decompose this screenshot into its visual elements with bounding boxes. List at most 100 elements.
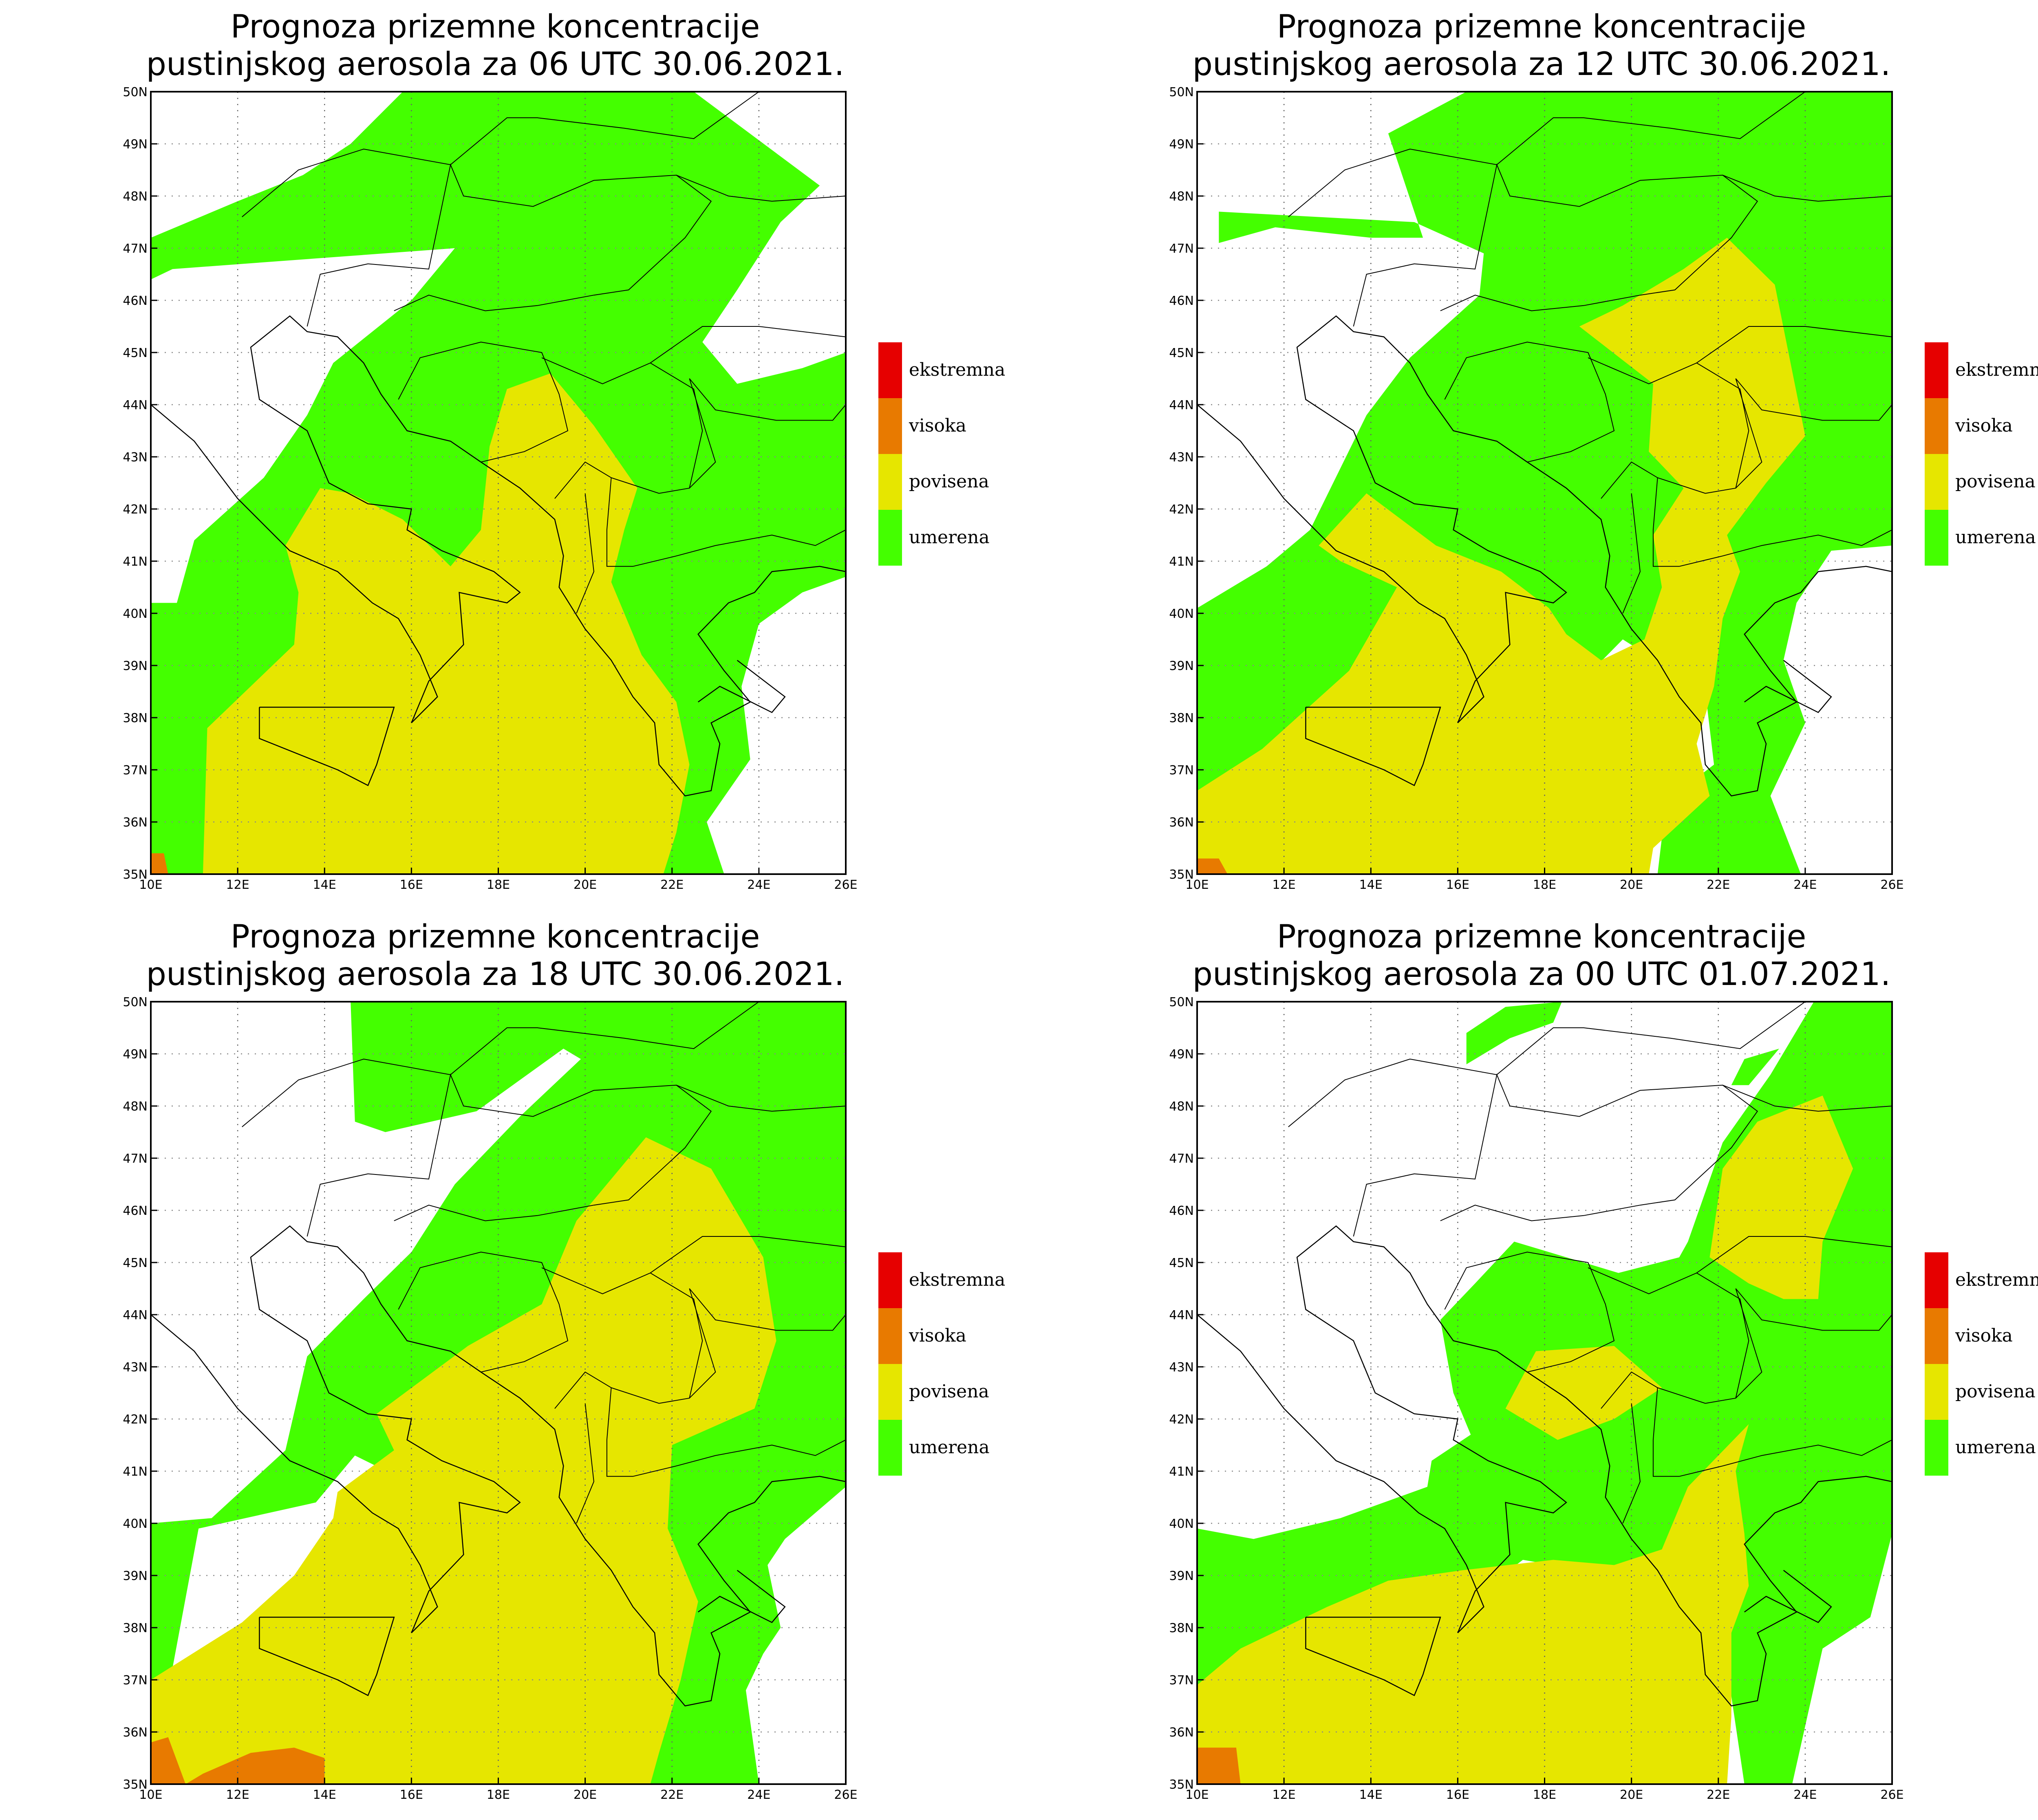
legend-item-umerena: umerena: [878, 1420, 1041, 1476]
country-border: [1588, 357, 1749, 499]
lat-tick-label: 41N: [1169, 1465, 1194, 1479]
legend: ekstremna visoka povisena umerena: [1925, 1252, 2038, 1481]
country-border: [576, 493, 594, 614]
legend-item-ekstremna: ekstremna: [1925, 1252, 2038, 1308]
coastline: [697, 660, 786, 713]
legend-swatch: [878, 1364, 902, 1420]
lon-tick-label: 24E: [747, 878, 770, 892]
lat-tick-label: 48N: [123, 189, 148, 204]
concentration-region: [1731, 1049, 1779, 1085]
country-border: [1735, 378, 1892, 489]
lon-tick-label: 26E: [1880, 1788, 1903, 1802]
lon-tick-label: 14E: [1359, 1788, 1383, 1802]
lat-tick-label: 36N: [1169, 815, 1194, 830]
title-line-2: pustinjskog aerosola za 06 UTC 30.06.202…: [146, 46, 845, 83]
legend-swatch: [1925, 454, 1948, 510]
lat-tick-label: 40N: [123, 1517, 148, 1531]
coastline: [1197, 1225, 1892, 1707]
country-border: [1622, 493, 1641, 614]
panel-title: Prognoza prizemne koncentracije pustinjs…: [1189, 918, 1894, 993]
legend: ekstremna visoka povisena umerena: [1925, 342, 2038, 571]
lon-tick-label: 18E: [487, 1788, 510, 1802]
legend-label: ekstremna: [1955, 1269, 2038, 1290]
lon-tick-label: 14E: [313, 878, 336, 892]
forecast-panel-06utc: Prognoza prizemne koncentracije pustinjs…: [0, 0, 1046, 910]
lon-tick-label: 22E: [1707, 1788, 1730, 1802]
lon-tick-label: 10E: [139, 1788, 162, 1802]
lat-tick-label: 35N: [123, 1778, 148, 1792]
lon-tick-label: 14E: [1359, 878, 1383, 892]
legend-item-povisena: povisena: [878, 1364, 1041, 1420]
lon-tick-label: 10E: [139, 878, 162, 892]
legend-label: umerena: [909, 527, 990, 548]
lat-tick-label: 47N: [1169, 242, 1194, 256]
legend-item-visoka: visoka: [1925, 1308, 2038, 1364]
concentration-region: [151, 1137, 776, 1784]
country-border: [307, 163, 712, 327]
legend-swatch: [1925, 1364, 1948, 1420]
country-border: [1440, 1205, 1641, 1221]
legend-label: visoka: [909, 415, 966, 436]
lat-tick-label: 45N: [1169, 1256, 1194, 1270]
lat-tick-label: 43N: [123, 450, 148, 465]
aerosol-map: 35N 36N 37N 38N 39N 40N 41N 42N 43N 44N 45N 46N 47N 4…: [1169, 85, 1903, 892]
country-border: [1588, 1267, 1749, 1409]
concentration-region: [151, 853, 168, 874]
legend-swatch: [1925, 1252, 1948, 1308]
lat-tick-label: 49N: [123, 137, 148, 152]
legend-item-povisena: povisena: [1925, 454, 2038, 510]
lon-tick-label: 22E: [1707, 878, 1730, 892]
lat-tick-label: 49N: [1169, 1047, 1194, 1062]
lat-tick-label: 42N: [123, 502, 148, 517]
country-border: [541, 1267, 703, 1409]
concentration-region: [203, 373, 690, 874]
legend-label: visoka: [909, 1325, 966, 1346]
concentration-region: [1466, 1002, 1562, 1064]
lat-tick-label: 44N: [123, 398, 148, 412]
lat-tick-label: 38N: [1169, 1621, 1194, 1635]
title-line-1: Prognoza prizemne koncentracije: [1277, 9, 1806, 45]
country-border: [1723, 1084, 1892, 1112]
lon-tick-label: 10E: [1185, 1788, 1209, 1802]
concentration-region: [1197, 1424, 1749, 1784]
coastline: [1744, 1570, 1832, 1623]
title-line-2: pustinjskog aerosola za 00 UTC 01.07.202…: [1192, 956, 1891, 993]
lat-tick-label: 49N: [123, 1047, 148, 1062]
lat-tick-label: 43N: [123, 1360, 148, 1375]
legend-label: umerena: [1955, 527, 2036, 548]
legend-item-povisena: povisena: [878, 454, 1041, 510]
lat-tick-label: 36N: [1169, 1725, 1194, 1740]
lon-tick-label: 20E: [1620, 1788, 1643, 1802]
lon-tick-label: 10E: [1185, 878, 1209, 892]
country-border: [242, 1002, 759, 1127]
lat-tick-label: 46N: [1169, 1204, 1194, 1218]
country-border: [689, 378, 846, 489]
legend-label: povisena: [909, 471, 989, 492]
coastline: [1305, 1617, 1441, 1697]
country-border: [307, 1073, 712, 1237]
lat-tick-label: 47N: [123, 242, 148, 256]
country-border: [398, 342, 569, 463]
country-border: [650, 326, 846, 364]
aerosol-map: 35N 36N 37N 38N 39N 40N 41N 42N 43N 44N 45N 46N 47N 4…: [123, 85, 857, 892]
panel-title: Prognoza prizemne koncentracije pustinjs…: [1189, 8, 1894, 83]
country-border: [398, 1252, 569, 1373]
panel-title: Prognoza prizemne koncentracije pustinjs…: [143, 918, 848, 993]
lat-tick-label: 42N: [1169, 1412, 1194, 1427]
lat-tick-label: 37N: [1169, 763, 1194, 778]
country-border: [606, 1388, 846, 1477]
country-border: [1353, 1073, 1758, 1237]
lon-tick-label: 26E: [834, 1788, 857, 1802]
lat-tick-label: 50N: [123, 995, 148, 1009]
legend-swatch: [1925, 398, 1948, 454]
legend-item-povisena: povisena: [1925, 1364, 2038, 1420]
coastline: [259, 1617, 395, 1697]
coastline: [151, 315, 846, 797]
forecast-panel-18utc: Prognoza prizemne koncentracije pustinjs…: [0, 910, 1046, 1820]
lon-tick-label: 12E: [1273, 878, 1296, 892]
country-border: [1652, 478, 1892, 567]
coastline: [259, 707, 395, 787]
lat-tick-label: 50N: [1169, 995, 1194, 1009]
country-border: [1622, 1403, 1641, 1524]
lon-tick-label: 18E: [487, 878, 510, 892]
